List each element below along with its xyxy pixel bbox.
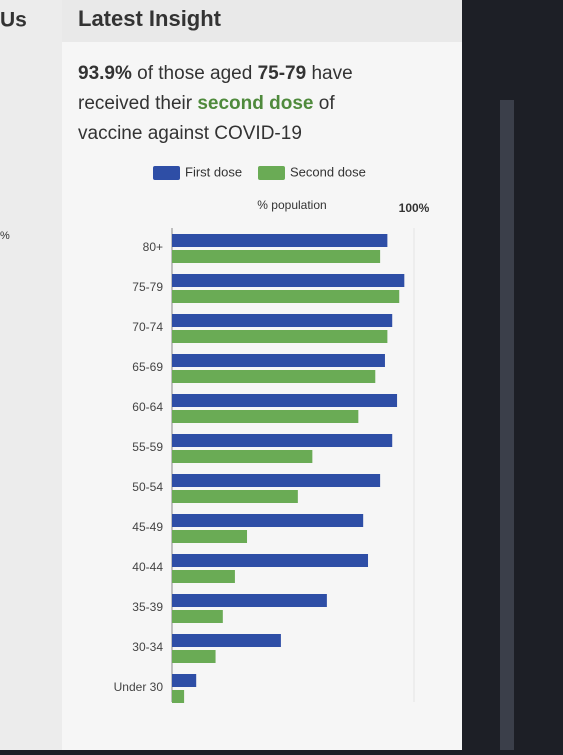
bar bbox=[172, 674, 197, 687]
bar bbox=[172, 474, 381, 487]
bar bbox=[172, 410, 359, 423]
bar bbox=[172, 570, 235, 583]
y-tick-label: 30-34 bbox=[132, 640, 163, 654]
bar bbox=[172, 514, 364, 527]
y-tick-label: 70-74 bbox=[132, 320, 163, 334]
legend-swatch bbox=[258, 166, 285, 180]
headline: 93.9% of those aged 75-79 have received t… bbox=[78, 63, 353, 144]
y-tick-label: 45-49 bbox=[132, 520, 163, 534]
side-axis-label: % bbox=[0, 230, 10, 242]
y-tick-label: 50-54 bbox=[132, 480, 163, 494]
y-tick-label: 40-44 bbox=[132, 560, 163, 574]
headline-line: vaccine against COVID-19 bbox=[78, 123, 302, 144]
headline-segment: 75-79 bbox=[258, 63, 307, 84]
headline-segment: second dose bbox=[197, 93, 313, 114]
bar bbox=[172, 554, 369, 567]
bar bbox=[172, 354, 385, 367]
bar bbox=[172, 530, 248, 543]
bar bbox=[172, 434, 393, 447]
bar bbox=[172, 610, 223, 623]
y-tick-label: 80+ bbox=[143, 240, 163, 254]
bar bbox=[172, 290, 400, 303]
y-tick-label: 35-39 bbox=[132, 600, 163, 614]
headline-line: received their second dose of bbox=[78, 93, 335, 114]
y-tick-label: Under 30 bbox=[114, 680, 164, 694]
card-title: Latest Insight bbox=[78, 6, 222, 31]
headline-segment: vaccine against COVID-19 bbox=[78, 123, 302, 144]
bar bbox=[172, 234, 388, 247]
bar bbox=[172, 394, 398, 407]
headline-segment: received their bbox=[78, 93, 197, 114]
bar bbox=[172, 650, 216, 663]
x-tick-label: 100% bbox=[399, 201, 430, 215]
bar bbox=[172, 250, 381, 263]
headline-line: 93.9% of those aged 75-79 have bbox=[78, 63, 353, 84]
bar bbox=[172, 490, 298, 503]
x-axis-label: % population bbox=[257, 198, 326, 212]
legend-swatch bbox=[153, 166, 180, 180]
bar bbox=[172, 370, 376, 383]
bar bbox=[172, 330, 388, 343]
legend-label: Second dose bbox=[290, 164, 366, 179]
y-tick-label: 55-59 bbox=[132, 440, 163, 454]
headline-segment: of bbox=[314, 93, 336, 114]
card-header bbox=[62, 0, 462, 42]
legend-label: First dose bbox=[185, 164, 242, 179]
headline-segment: of those aged bbox=[132, 63, 258, 84]
bar bbox=[172, 314, 393, 327]
side-panel bbox=[0, 0, 62, 750]
bar bbox=[172, 274, 405, 287]
headline-segment: have bbox=[306, 63, 352, 84]
bar bbox=[172, 594, 327, 607]
bar bbox=[172, 450, 313, 463]
y-tick-label: 60-64 bbox=[132, 400, 163, 414]
bar bbox=[172, 634, 281, 647]
scrollbar bbox=[500, 100, 514, 750]
side-title: Us bbox=[0, 9, 27, 32]
bar bbox=[172, 690, 185, 703]
y-tick-label: 65-69 bbox=[132, 360, 163, 374]
headline-segment: 93.9% bbox=[78, 63, 132, 84]
y-tick-label: 75-79 bbox=[132, 280, 163, 294]
